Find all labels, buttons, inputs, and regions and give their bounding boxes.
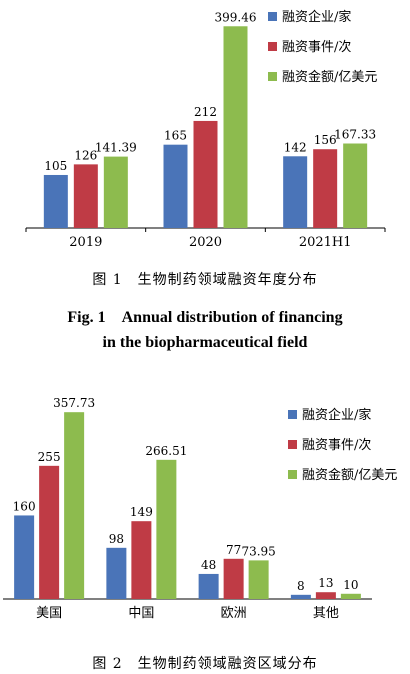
- data-label: 142: [284, 140, 307, 154]
- data-label: 13: [318, 576, 333, 590]
- legend-swatch: [268, 42, 277, 51]
- bar: [198, 573, 219, 599]
- bar: [290, 594, 311, 599]
- data-label: 77: [226, 543, 241, 557]
- bar: [340, 593, 361, 599]
- data-label: 10: [343, 578, 358, 592]
- data-label: 167.33: [334, 127, 376, 141]
- figure1-caption-en-line1: Fig. 1 Annual distribution of financing: [67, 309, 343, 326]
- x-tick-label: 其他: [313, 606, 339, 621]
- data-label: 98: [109, 532, 124, 546]
- legend-swatch: [268, 72, 277, 81]
- bar: [315, 592, 336, 599]
- legend-swatch: [288, 410, 297, 419]
- bar: [193, 120, 218, 228]
- legend-swatch: [288, 470, 297, 479]
- x-tick-label: 2019: [69, 235, 102, 250]
- legend-label: 融资企业/家: [282, 9, 351, 25]
- legend-swatch: [268, 12, 277, 21]
- x-tick-label: 中国: [128, 606, 154, 621]
- data-label: 73.95: [241, 544, 275, 558]
- bar: [103, 156, 128, 228]
- bar: [106, 547, 127, 599]
- x-tick-label: 美国: [36, 606, 62, 621]
- bar: [73, 164, 98, 228]
- x-tick-label: 欧洲: [221, 606, 247, 621]
- chart-regional-financing: 美国 160 255 357.73 中国 98 149 266.51 欧洲 48 77 73.95 其他…: [3, 396, 397, 621]
- data-label: 126: [74, 148, 97, 162]
- bar: [343, 143, 368, 228]
- figure2-caption-cn: 图 2 生物制药领域融资区域分布: [92, 656, 318, 672]
- bar: [223, 558, 244, 599]
- data-label: 141.39: [95, 141, 137, 155]
- bar: [223, 26, 248, 228]
- bar: [313, 149, 338, 228]
- data-label: 105: [44, 159, 67, 173]
- bar: [283, 156, 308, 228]
- bar: [14, 515, 35, 599]
- legend-swatch: [288, 440, 297, 449]
- data-label: 156: [314, 133, 337, 147]
- legend-label: 融资事件/次: [302, 437, 371, 453]
- bar: [64, 412, 85, 599]
- x-tick-label: 2020: [189, 235, 222, 250]
- legend-label: 融资金额/亿美元: [282, 69, 377, 85]
- legend-label: 融资企业/家: [302, 407, 371, 423]
- data-label: 255: [38, 450, 61, 464]
- data-label: 160: [13, 499, 36, 513]
- bar: [43, 174, 68, 228]
- data-label: 399.46: [215, 10, 257, 24]
- data-label: 8: [297, 579, 305, 593]
- bar: [39, 465, 60, 599]
- data-label: 357.73: [53, 396, 95, 410]
- data-label: 48: [201, 558, 216, 572]
- bar: [156, 459, 177, 599]
- x-tick-label: 2021H1: [299, 235, 352, 250]
- bar: [131, 521, 152, 599]
- bar: [248, 560, 269, 599]
- figure1-caption-cn: 图 1 生物制药领域融资年度分布: [92, 272, 318, 288]
- data-label: 212: [194, 105, 217, 119]
- data-label: 266.51: [145, 444, 187, 458]
- bar: [163, 144, 188, 228]
- data-label: 165: [164, 129, 187, 143]
- legend-label: 融资金额/亿美元: [302, 467, 397, 483]
- figure1-caption-en-line2: in the biopharmaceutical field: [102, 334, 308, 351]
- legend-label: 融资事件/次: [282, 39, 351, 55]
- data-label: 149: [130, 505, 153, 519]
